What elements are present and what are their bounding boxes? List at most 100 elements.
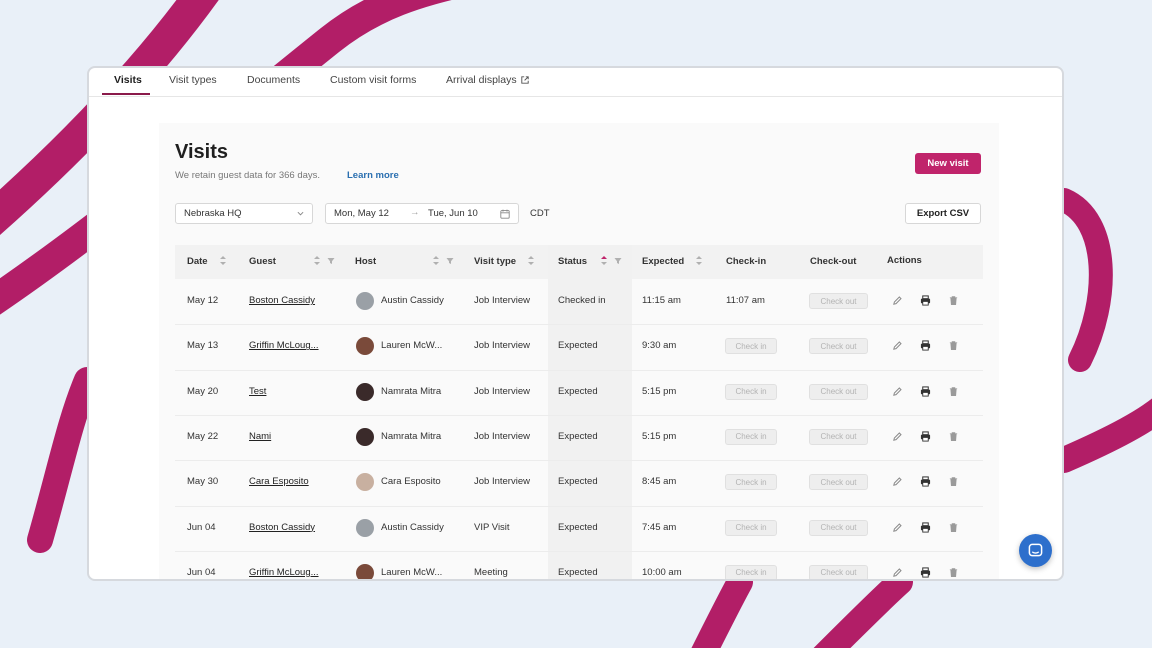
cell-status: Expected	[558, 385, 598, 397]
column-header-host[interactable]: Host	[355, 256, 377, 267]
tab-bar: Visits Visit types Documents Custom visi…	[89, 68, 1062, 97]
cell-visit-type: Job Interview	[474, 340, 530, 352]
check-out-button[interactable]: Check out	[809, 519, 868, 536]
sort-icon[interactable]	[695, 255, 703, 266]
check-in-button[interactable]: Check in	[725, 519, 777, 536]
check-out-button[interactable]: Check out	[809, 564, 868, 579]
cell-host: Namrata Mitra	[381, 385, 442, 397]
check-out-button[interactable]: Check out	[809, 383, 868, 400]
sorted-column-highlight	[548, 245, 632, 579]
cell-host: Namrata Mitra	[381, 430, 442, 442]
cell-expected: 5:15 pm	[642, 385, 677, 397]
guest-link[interactable]: Boston Cassidy	[249, 295, 316, 306]
edit-icon[interactable]	[892, 340, 903, 351]
host-avatar	[356, 337, 374, 356]
external-link-icon	[520, 76, 529, 84]
cell-expected: 10:00 am	[642, 566, 682, 578]
tab-documents[interactable]: Documents	[247, 74, 301, 86]
host-avatar	[356, 518, 374, 537]
guest-link[interactable]: Nami	[249, 430, 272, 442]
print-icon[interactable]	[920, 567, 931, 578]
delete-icon[interactable]	[948, 431, 959, 442]
sort-active-icon[interactable]	[600, 255, 608, 266]
row-divider	[175, 414, 983, 416]
edit-icon[interactable]	[892, 522, 903, 533]
check-in-button[interactable]: Check in	[725, 338, 777, 355]
filter-icon[interactable]	[614, 255, 622, 266]
page-title: Visits	[175, 141, 228, 163]
check-out-button[interactable]: Check out	[809, 474, 868, 491]
edit-icon[interactable]	[892, 567, 903, 578]
sort-icon[interactable]	[432, 255, 440, 266]
guest-link[interactable]: Griffin McLoug...	[249, 566, 319, 578]
check-out-button[interactable]: Check out	[809, 293, 868, 309]
check-out-button[interactable]: Check out	[809, 338, 868, 355]
column-header-check-out: Check-out	[810, 256, 857, 267]
tab-arrival-displays[interactable]: Arrival displays	[446, 74, 529, 86]
edit-icon[interactable]	[892, 476, 903, 487]
delete-icon[interactable]	[948, 340, 959, 351]
filter-icon[interactable]	[446, 255, 454, 266]
row-divider	[175, 324, 983, 326]
chat-icon	[1028, 543, 1043, 557]
visits-panel: Visits We retain guest data for 366 days…	[159, 123, 999, 579]
delete-icon[interactable]	[948, 567, 959, 578]
tab-visit-types[interactable]: Visit types	[169, 74, 217, 86]
cell-expected: 7:45 am	[642, 521, 677, 533]
sort-icon[interactable]	[527, 255, 535, 266]
print-icon[interactable]	[920, 295, 931, 306]
column-header-visit-type[interactable]: Visit type	[474, 256, 517, 267]
guest-link[interactable]: Griffin McLoug...	[249, 340, 319, 352]
cell-expected: 11:15 am	[642, 295, 681, 306]
cell-host: Cara Esposito	[381, 476, 441, 488]
cell-host: Austin Cassidy	[381, 295, 444, 306]
print-icon[interactable]	[920, 476, 931, 487]
location-select[interactable]: Nebraska HQ	[175, 203, 313, 224]
chevron-down-icon	[297, 211, 304, 216]
check-in-button[interactable]: Check in	[725, 564, 777, 579]
check-in-button[interactable]: Check in	[725, 383, 777, 400]
delete-icon[interactable]	[948, 295, 959, 306]
date-range-picker[interactable]: Mon, May 12 → Tue, Jun 10	[325, 203, 519, 224]
new-visit-button[interactable]: New visit	[915, 153, 981, 174]
chat-launcher-button[interactable]	[1019, 534, 1052, 567]
column-header-status[interactable]: Status	[558, 256, 588, 267]
export-csv-button[interactable]: Export CSV	[905, 203, 981, 224]
edit-icon[interactable]	[892, 386, 903, 397]
column-header-date[interactable]: Date	[187, 256, 208, 267]
sort-icon[interactable]	[219, 255, 227, 266]
column-header-expected[interactable]: Expected	[642, 256, 685, 267]
guest-link[interactable]: Cara Esposito	[249, 476, 309, 488]
host-avatar	[356, 563, 374, 579]
print-icon[interactable]	[920, 431, 931, 442]
date-from: Mon, May 12	[334, 208, 389, 219]
filter-icon[interactable]	[327, 255, 335, 266]
tab-visits[interactable]: Visits	[114, 74, 142, 86]
cell-date: Jun 04	[187, 566, 216, 578]
check-out-button[interactable]: Check out	[809, 428, 868, 445]
tab-custom-visit-forms[interactable]: Custom visit forms	[330, 74, 417, 86]
check-in-button[interactable]: Check in	[725, 428, 777, 445]
cell-status: Expected	[558, 521, 598, 533]
cell-visit-type: Meeting	[474, 566, 508, 578]
delete-icon[interactable]	[948, 522, 959, 533]
retention-notice: We retain guest data for 366 days.	[175, 170, 321, 181]
learn-more-link[interactable]: Learn more	[347, 170, 399, 181]
check-in-button[interactable]: Check in	[725, 474, 777, 491]
delete-icon[interactable]	[948, 476, 959, 487]
guest-link[interactable]: Test	[249, 385, 267, 397]
delete-icon[interactable]	[948, 386, 959, 397]
row-divider	[175, 460, 983, 462]
cell-visit-type: VIP Visit	[474, 521, 510, 533]
cell-host: Lauren McW...	[381, 566, 443, 578]
guest-link[interactable]: Boston Cassidy	[249, 521, 316, 533]
print-icon[interactable]	[920, 340, 931, 351]
edit-icon[interactable]	[892, 295, 903, 306]
column-header-guest[interactable]: Guest	[249, 256, 276, 267]
edit-icon[interactable]	[892, 431, 903, 442]
sort-icon[interactable]	[313, 255, 321, 266]
cell-expected: 5:15 pm	[642, 430, 677, 442]
cell-expected: 8:45 am	[642, 476, 677, 488]
print-icon[interactable]	[920, 386, 931, 397]
print-icon[interactable]	[920, 521, 931, 533]
